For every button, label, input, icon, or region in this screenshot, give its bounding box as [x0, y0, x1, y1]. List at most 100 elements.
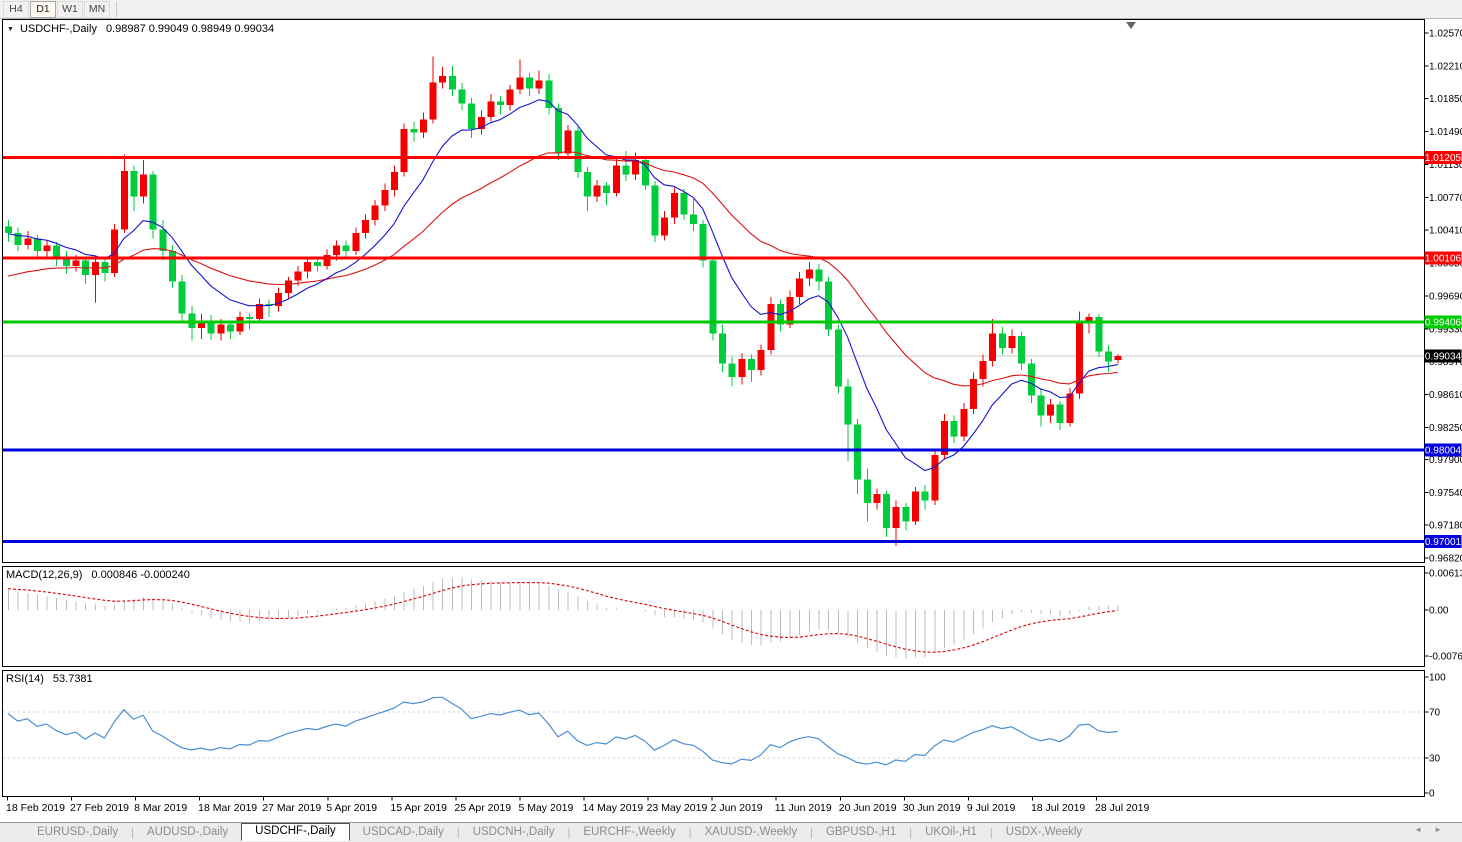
- candle[interactable]: [53, 242, 61, 266]
- candle[interactable]: [738, 353, 746, 385]
- candle[interactable]: [1047, 399, 1055, 423]
- candle[interactable]: [535, 70, 543, 95]
- candle[interactable]: [1056, 400, 1064, 431]
- candle[interactable]: [651, 180, 659, 243]
- candle[interactable]: [207, 315, 215, 340]
- candle[interactable]: [43, 240, 51, 257]
- candle[interactable]: [448, 65, 456, 97]
- candle[interactable]: [641, 156, 649, 191]
- candle[interactable]: [1066, 388, 1074, 427]
- candle[interactable]: [1076, 311, 1084, 400]
- candle[interactable]: [226, 320, 234, 339]
- candle[interactable]: [410, 121, 418, 142]
- candle[interactable]: [506, 85, 514, 111]
- candle[interactable]: [969, 372, 977, 414]
- candle[interactable]: [497, 96, 505, 115]
- candle[interactable]: [1037, 388, 1045, 427]
- chart-tab-eurusd-daily[interactable]: EURUSD-,Daily: [37, 826, 119, 838]
- candle[interactable]: [169, 244, 177, 288]
- candle[interactable]: [873, 488, 881, 510]
- candle[interactable]: [747, 354, 755, 382]
- candle[interactable]: [719, 324, 727, 373]
- candle[interactable]: [140, 159, 148, 204]
- candle[interactable]: [1114, 354, 1122, 364]
- candle[interactable]: [458, 83, 466, 111]
- candle[interactable]: [130, 165, 138, 212]
- candle[interactable]: [14, 227, 22, 252]
- candle[interactable]: [825, 276, 833, 337]
- candle[interactable]: [275, 287, 283, 312]
- candle[interactable]: [24, 231, 32, 250]
- candle[interactable]: [381, 183, 389, 212]
- candle[interactable]: [622, 150, 630, 181]
- candle[interactable]: [603, 181, 611, 206]
- candle[interactable]: [477, 110, 485, 135]
- candle[interactable]: [1018, 331, 1026, 370]
- candle[interactable]: [979, 354, 987, 387]
- candle[interactable]: [940, 413, 948, 460]
- timeframe-button-H4[interactable]: H4: [3, 0, 29, 18]
- tabs-scroll-left-icon[interactable]: ◄: [1414, 825, 1435, 834]
- candle[interactable]: [284, 276, 292, 299]
- candle[interactable]: [709, 256, 717, 341]
- candle[interactable]: [815, 264, 823, 291]
- candle[interactable]: [400, 123, 408, 177]
- candle[interactable]: [863, 468, 871, 522]
- timeframe-button-MN[interactable]: MN: [84, 0, 110, 18]
- chart-tab-xauusd-weekly[interactable]: XAUUSD-,Weekly: [704, 826, 798, 838]
- candle[interactable]: [680, 189, 688, 221]
- candle[interactable]: [912, 486, 920, 526]
- candle[interactable]: [960, 402, 968, 442]
- candle[interactable]: [699, 220, 707, 268]
- timeframe-button-W1[interactable]: W1: [57, 0, 83, 18]
- candle[interactable]: [854, 419, 862, 495]
- candle[interactable]: [91, 258, 99, 303]
- candle[interactable]: [419, 112, 427, 139]
- candle[interactable]: [902, 503, 910, 531]
- candle[interactable]: [834, 324, 842, 394]
- candle[interactable]: [62, 251, 70, 275]
- candle[interactable]: [757, 344, 765, 376]
- candle[interactable]: [1008, 329, 1016, 354]
- candle[interactable]: [362, 214, 370, 239]
- candle[interactable]: [342, 240, 350, 259]
- candle[interactable]: [661, 211, 669, 241]
- candle[interactable]: [82, 256, 90, 285]
- chart-tab-usdcnh-daily[interactable]: USDCNH-,Daily: [472, 826, 555, 838]
- candle[interactable]: [989, 318, 997, 367]
- candle[interactable]: [670, 187, 678, 224]
- candle[interactable]: [265, 299, 273, 317]
- candle[interactable]: [5, 220, 12, 243]
- candle[interactable]: [612, 158, 620, 197]
- chart-tab-gbpusd-h1[interactable]: GBPUSD-,H1: [825, 826, 897, 838]
- candle[interactable]: [197, 313, 205, 339]
- candle[interactable]: [950, 415, 958, 443]
- candle[interactable]: [294, 265, 302, 286]
- candle[interactable]: [554, 103, 562, 160]
- candle[interactable]: [120, 154, 128, 233]
- candle[interactable]: [516, 59, 524, 95]
- candle[interactable]: [583, 167, 591, 212]
- chart-tab-audusd-daily[interactable]: AUDUSD-,Daily: [147, 826, 229, 838]
- candle[interactable]: [593, 180, 601, 202]
- candle[interactable]: [371, 200, 379, 226]
- candle[interactable]: [111, 223, 119, 277]
- candle[interactable]: [429, 56, 437, 124]
- candle[interactable]: [439, 66, 447, 89]
- candle[interactable]: [159, 220, 167, 261]
- candle[interactable]: [796, 272, 804, 305]
- candle[interactable]: [149, 170, 157, 239]
- candle[interactable]: [805, 262, 813, 286]
- candle[interactable]: [564, 125, 572, 159]
- candle[interactable]: [526, 72, 534, 97]
- candle[interactable]: [390, 165, 398, 197]
- shift-marker-icon[interactable]: [1126, 22, 1136, 29]
- candle[interactable]: [304, 256, 312, 279]
- candle[interactable]: [844, 379, 852, 462]
- candle[interactable]: [1104, 345, 1112, 372]
- candle[interactable]: [767, 296, 775, 355]
- candle[interactable]: [728, 357, 736, 387]
- chart-tab-usdx-weekly[interactable]: USDX-,Weekly: [1005, 826, 1083, 838]
- candle[interactable]: [101, 256, 109, 282]
- candle[interactable]: [545, 74, 553, 115]
